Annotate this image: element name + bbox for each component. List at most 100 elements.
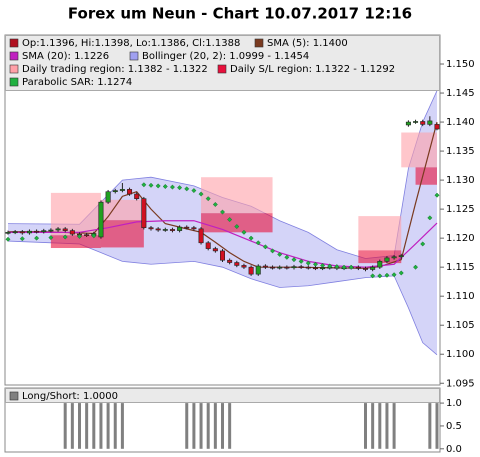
sar-point [5,236,11,242]
region [50,235,101,249]
long-short-bar [428,403,432,449]
legend-swatch [9,64,19,74]
y-tick-label: 1.095 [446,378,475,389]
long-short-bar [213,403,217,449]
long-short-bar [435,403,439,449]
long-short-bar [92,403,96,449]
legend-swatch [9,51,19,61]
candle-body [48,229,54,232]
region [358,250,402,264]
candle-body [184,226,190,229]
legend-label: Bollinger (20, 2): 1.0999 - 1.1454 [142,51,309,62]
candle-body [355,266,361,269]
region [50,192,101,236]
sar-point [48,235,54,241]
sar-point [234,224,240,230]
sar-point [184,186,190,192]
sar-point [141,182,147,188]
candle-body [227,259,233,263]
sar-point [77,233,82,239]
legend-swatch [9,391,19,401]
legend-label: Daily trading region: 1.1382 - 1.1322 [22,64,208,75]
y-tick-label: 1.110 [446,291,475,302]
sar-point [255,240,261,246]
sar-point [377,273,383,279]
candle-body [234,262,240,266]
sar-point [191,188,197,194]
candle-body [84,234,90,236]
sar-point [19,236,25,242]
legend-label: Op:1.1396, Hi:1.1398, Lo:1.1386, Cl:1.13… [22,38,240,49]
sar-point [348,264,354,270]
sar-point [420,241,426,247]
candle-body [41,230,47,233]
legend-box [5,388,440,403]
candle-body [298,266,304,268]
candle-body [270,266,276,269]
region [201,213,273,233]
sar-point [220,209,225,215]
sar-point [177,185,183,191]
sar-point [398,270,404,276]
region [415,167,437,185]
legend-label: SMA (20): 1.1226 [22,51,109,62]
legend-label: Daily S/L region: 1.1322 - 1.1292 [230,64,395,75]
long-short-bar [228,403,232,449]
candle-body [384,257,390,262]
candle-body [134,193,140,199]
candle-body [119,189,125,191]
candle-body [19,231,25,234]
sar-point [212,202,218,207]
sar-point [270,248,276,254]
candle-body [398,255,404,258]
region [201,177,273,214]
legend-swatch [129,51,139,61]
legend-label: Parabolic SAR: 1.1274 [22,77,132,88]
y-tick-label: 1.115 [446,262,475,273]
long-short-bar [199,403,203,449]
sar-point [148,182,154,188]
legend-swatch [9,38,19,48]
sar-point [384,272,390,278]
candle-body [148,227,154,230]
candle-body [277,266,283,269]
candle-body [413,121,419,123]
y-tick-label: 1.140 [446,117,475,128]
candle-body [420,121,426,125]
candle-body [284,266,290,269]
y-tick-label: 1.0 [446,398,462,409]
candle-body [262,265,268,268]
sar-point [434,192,440,198]
long-short-bar [392,403,396,449]
candle-body [112,190,118,193]
candle-body [98,201,104,238]
sar-point [413,264,419,270]
candle-body [205,242,211,249]
legend-box [5,35,440,91]
candle-body [220,250,226,261]
candle-body [5,232,11,234]
sar-point [241,229,247,235]
sar-point [312,261,318,267]
long-short-bar [70,403,74,449]
long-short-bar [85,403,89,449]
legend-swatch [217,64,227,74]
candle-body [55,228,61,231]
bollinger-lower [7,240,438,356]
y-tick-label: 1.130 [446,175,475,186]
y-tick-label: 1.150 [446,59,475,70]
line [8,220,438,268]
long-short-bar [364,403,367,449]
candle-body [191,227,197,230]
candle-body [162,229,168,231]
candle-body [255,265,261,275]
sar-point [291,257,297,263]
sar-point [305,260,311,266]
sar-point [155,183,161,189]
long-short-bar [385,403,389,449]
sar-point [91,233,97,239]
sar-point [334,264,340,270]
sar-point [277,251,283,257]
